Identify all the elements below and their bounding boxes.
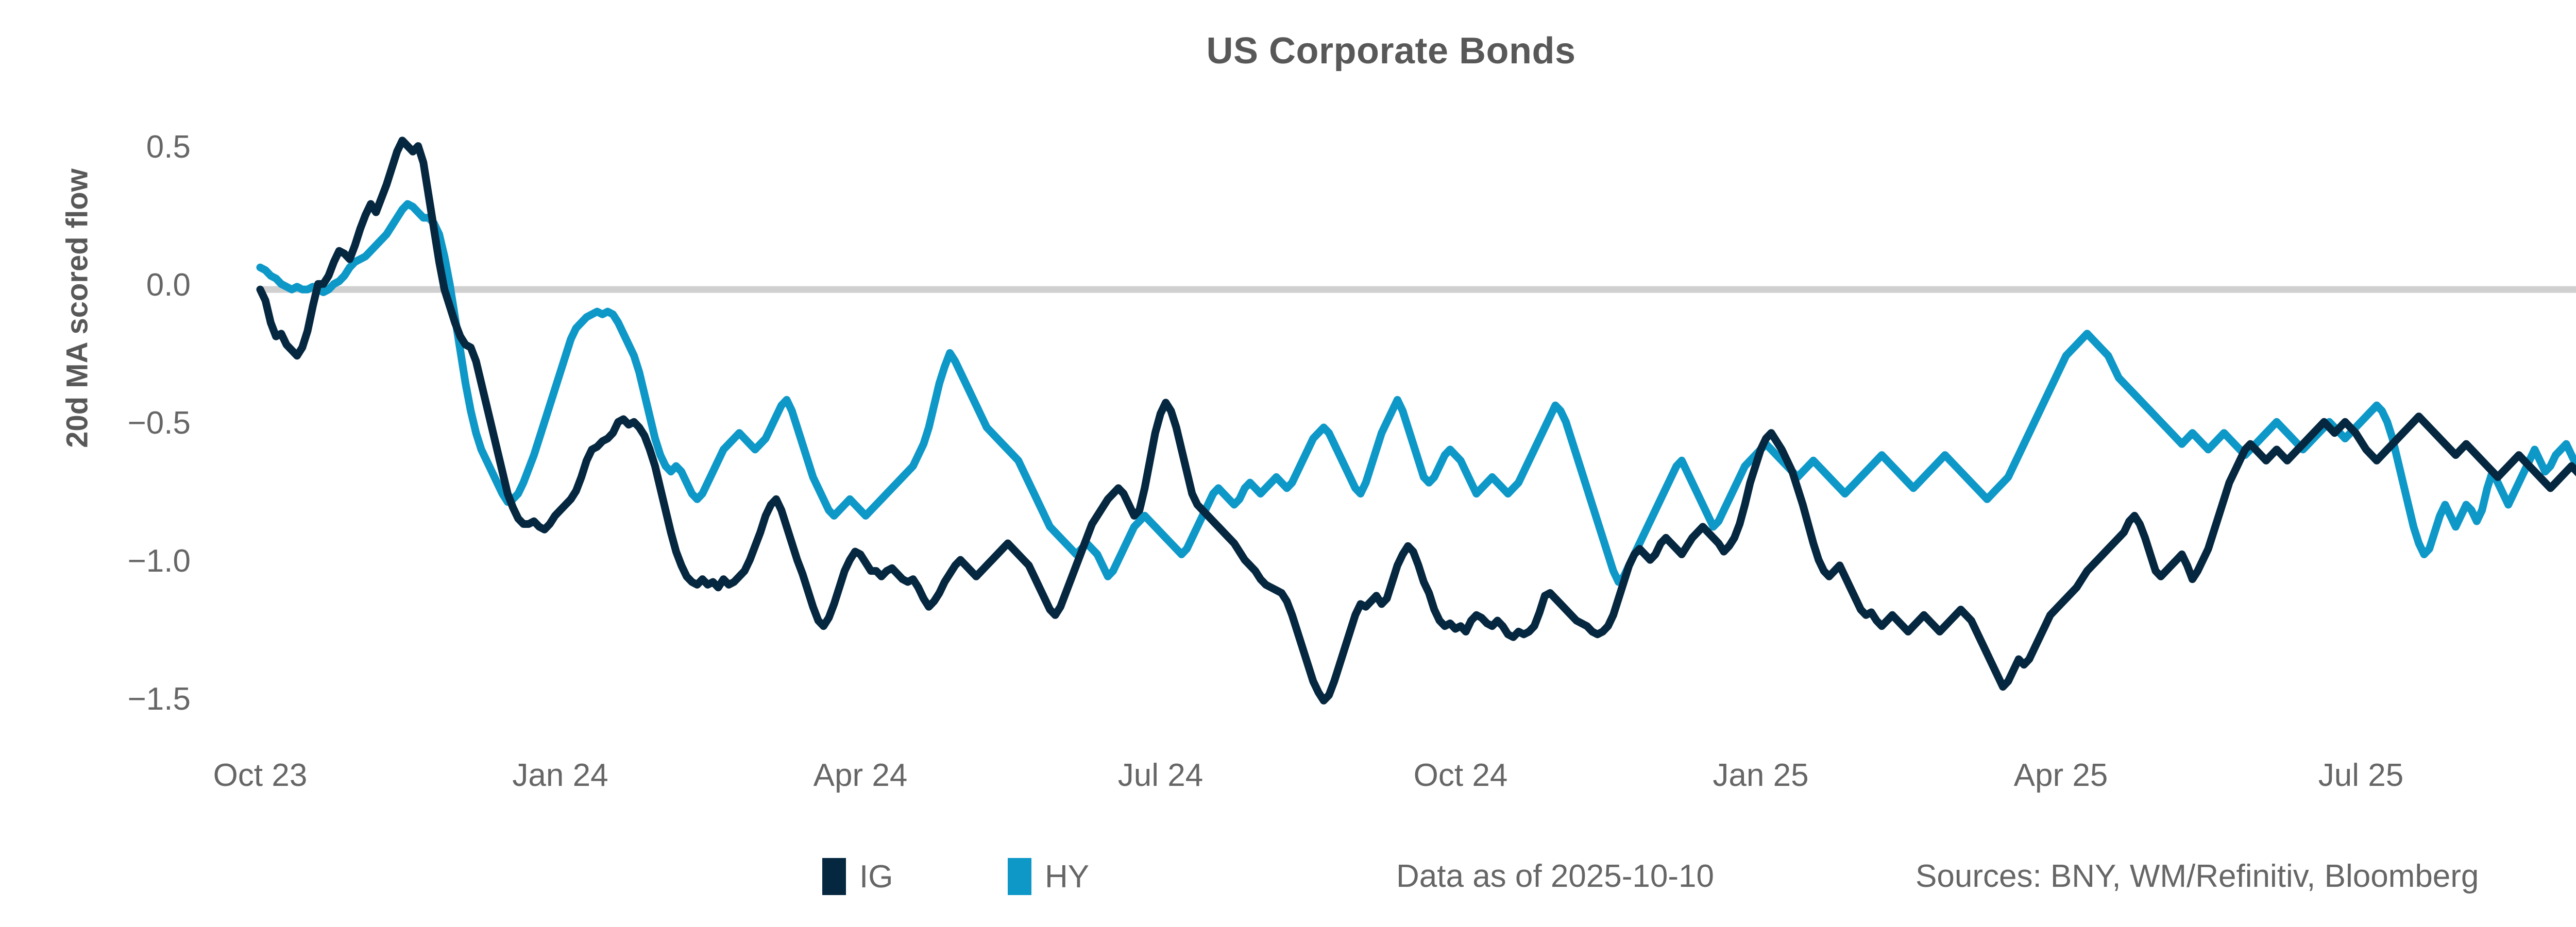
chart-title: US Corporate Bonds — [1206, 30, 1576, 72]
y-tick-label: −0.5 — [127, 405, 191, 441]
x-tick-label: Apr 25 — [2013, 758, 2108, 793]
y-tick-label: 0.5 — [146, 129, 191, 165]
y-tick-label: −1.5 — [127, 681, 191, 717]
y-tick-label: 0.0 — [146, 267, 191, 303]
x-tick-label: Oct 23 — [213, 758, 308, 793]
chart-footer: IG HY Data as of 2025-10-10 Sources: BNY… — [0, 856, 2576, 913]
x-tick-label: Apr 24 — [813, 758, 908, 793]
data-as-of-note: Data as of 2025-10-10 — [1396, 859, 1714, 894]
x-tick-label: Oct 24 — [1413, 758, 1508, 793]
sources-note: Sources: BNY, WM/Refinitiv, Bloomberg — [1916, 859, 2479, 894]
series-line-ig — [256, 136, 2576, 705]
series-line-hy — [256, 200, 2576, 586]
x-tick-label: Jan 24 — [512, 758, 608, 793]
x-tick-label: Jul 25 — [2318, 758, 2404, 793]
legend-label-ig: IG — [859, 859, 893, 895]
x-tick-label: Jul 24 — [1117, 758, 1204, 793]
legend-item-ig[interactable]: IG — [822, 856, 893, 897]
legend-swatch-ig — [822, 858, 846, 895]
y-tick-label: −1.0 — [127, 543, 191, 579]
legend-label-hy: HY — [1045, 859, 1090, 895]
x-tick-label: Jan 25 — [1713, 758, 1809, 793]
legend-swatch-hy — [1008, 858, 1031, 895]
legend-item-hy[interactable]: HY — [1008, 856, 1089, 897]
